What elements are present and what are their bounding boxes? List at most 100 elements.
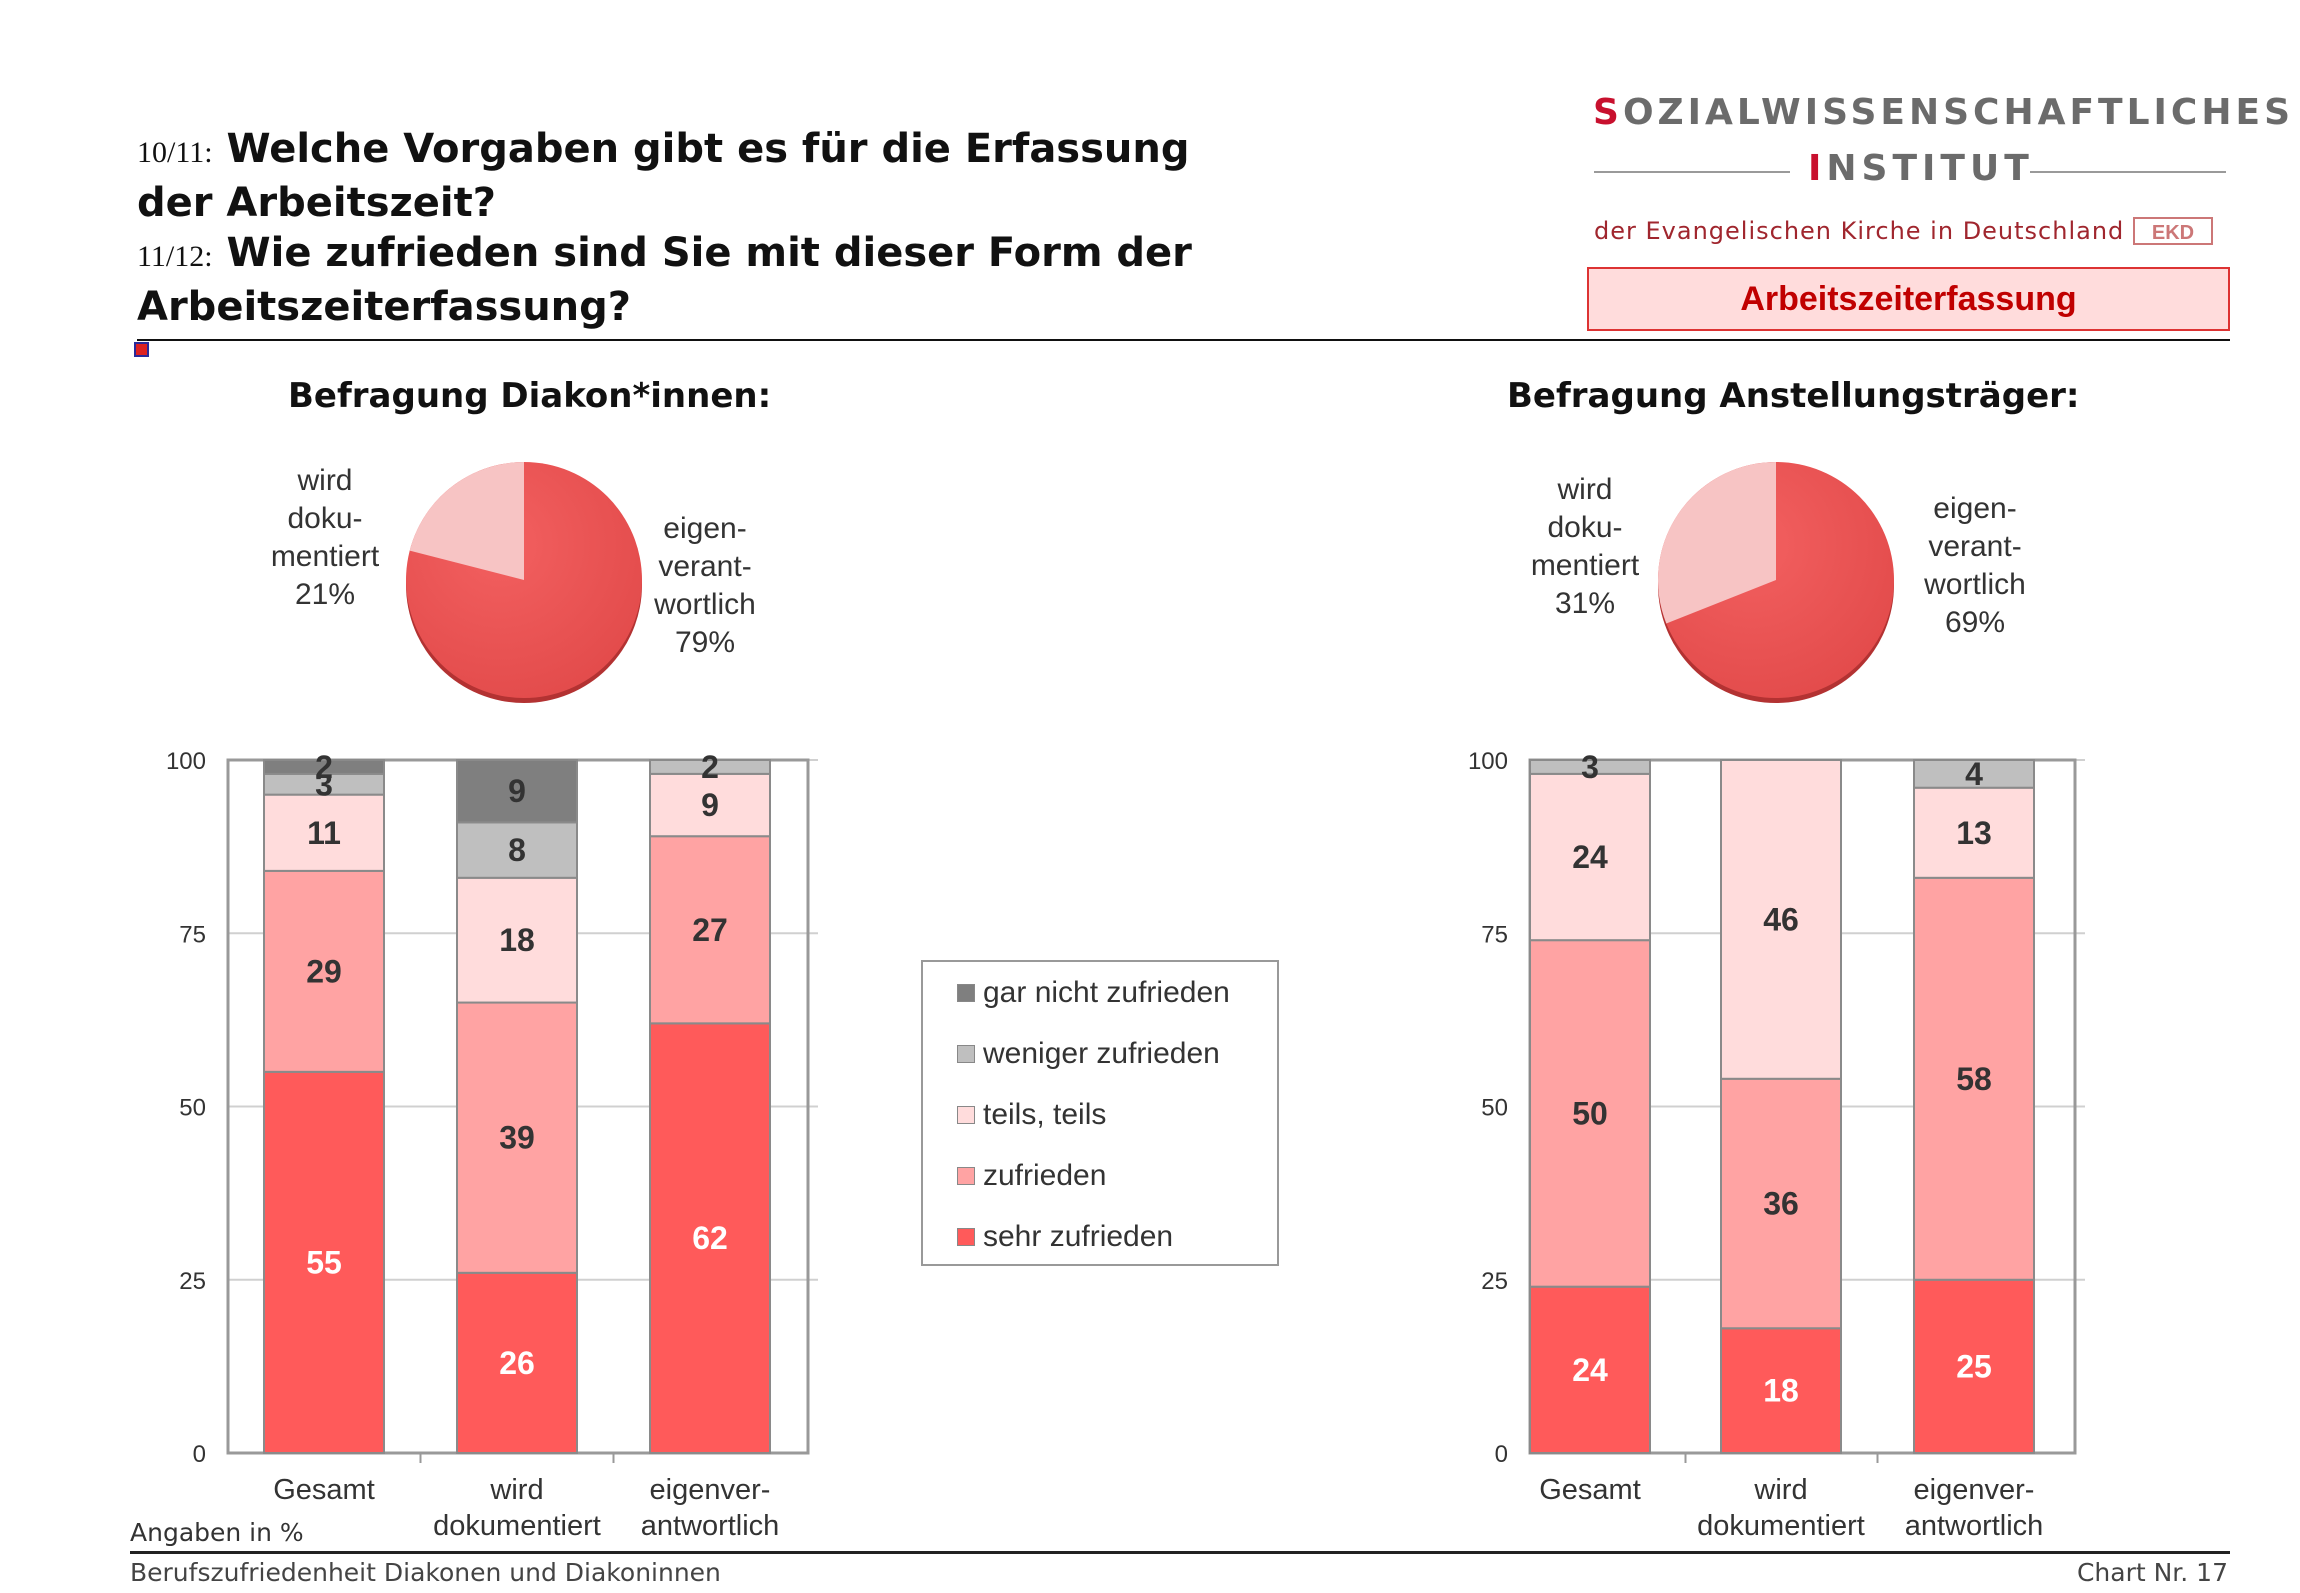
right-x-category-label: wird <box>1753 1474 1807 1506</box>
left-bar-value-label: 2 <box>701 749 719 785</box>
legend-item-zufrieden: zufrieden <box>957 1159 1106 1193</box>
left-bar-value-label: 9 <box>508 773 526 809</box>
footer-chart-number: Chart Nr. 17 <box>2076 1558 2228 1587</box>
legend-swatch <box>957 1228 975 1246</box>
right-bar-value-label: 46 <box>1763 901 1799 937</box>
question-1-line-1: Welche Vorgaben gibt es für die Erfassun… <box>226 126 1190 172</box>
pie-label-line: wortlich <box>654 588 756 621</box>
right-x-category-label: dokumentiert <box>1697 1510 1865 1542</box>
logo-initial-s: S <box>1593 92 1623 133</box>
left-bar-segment-teils <box>649 772 771 838</box>
left-bar-value-label: 3 <box>315 766 333 802</box>
question-2-line-1: Wie zufrieden sind Sie mit dieser Form d… <box>226 230 1192 276</box>
left-bar-value-label: 2 <box>315 749 333 785</box>
left-bar-segment-teils <box>456 876 578 1004</box>
bullet-square-icon <box>134 342 149 357</box>
question-number-2: 11/12: <box>137 240 213 273</box>
right-bar-segment-zufrieden <box>1913 876 2035 1281</box>
left-x-category-label: antwortlich <box>641 1510 780 1542</box>
left-bar-segment-gar_nicht <box>263 759 385 775</box>
left-bar-value-label: 11 <box>307 815 341 851</box>
logo-line-1-text: OZIALWISSENSCHAFTLICHES <box>1622 92 2294 133</box>
left-x-category-label: wird <box>489 1474 543 1506</box>
right-bar-segment-zufrieden <box>1720 1077 1842 1330</box>
left-bar-value-label: 8 <box>508 832 526 868</box>
left-bar-value-label: 9 <box>701 787 719 823</box>
right-y-tick-label: 50 <box>1481 1095 1508 1122</box>
left-y-tick-label: 50 <box>179 1095 206 1122</box>
left-x-category-label: eigenver- <box>650 1474 771 1506</box>
logo-line-2-text: NSTITUT <box>1826 148 2034 189</box>
left-y-tick-label: 75 <box>179 921 206 948</box>
left-bar-segment-weniger <box>649 759 771 775</box>
left-y-tick-label: 0 <box>193 1441 206 1468</box>
left-y-tick-label: 25 <box>179 1268 206 1295</box>
left-bar-segment-zufrieden <box>456 1001 578 1274</box>
right-bar-value-label: 36 <box>1763 1186 1799 1222</box>
chart-legend: gar nicht zufrieden weniger zufrieden te… <box>921 960 1279 1266</box>
right-bar-value-label: 58 <box>1956 1061 1992 1097</box>
logo-line-2: INSTITUT <box>1808 148 2034 189</box>
left-y-tick-label: 100 <box>166 748 206 775</box>
pie-label-line: doku- <box>287 502 363 535</box>
topic-badge: Arbeitszeiterfassung <box>1587 267 2230 331</box>
right-bar-value-label: 24 <box>1572 1352 1608 1388</box>
right-bar-segment-weniger <box>1529 759 1651 775</box>
pie-label-line: wird <box>1557 473 1613 506</box>
legend-swatch <box>957 1045 975 1063</box>
left-bar-value-label: 26 <box>499 1345 535 1381</box>
right-pie-slice-dokumentiert <box>1658 462 1776 624</box>
legend-item-gar-nicht: gar nicht zufrieden <box>957 976 1230 1010</box>
right-bar-value-label: 25 <box>1956 1348 1992 1384</box>
pie-left-label-eigenverantwortlich: eigen- verant- wortlich 79% <box>640 510 770 662</box>
right-y-tick-label: 25 <box>1481 1268 1508 1295</box>
legend-label: zufrieden <box>983 1159 1107 1192</box>
left-bar-value-label: 27 <box>692 912 728 948</box>
left-bar-segment-sehr <box>456 1271 578 1454</box>
pie-label-line: verant- <box>1928 530 2022 563</box>
right-bar-value-label: 4 <box>1965 756 1983 792</box>
left-bar-value-label: 62 <box>692 1220 728 1256</box>
right-y-tick-label: 100 <box>1468 748 1508 775</box>
left-bar-segment-zufrieden <box>263 869 385 1073</box>
pie-right-label-eigenverantwortlich: eigen- verant- wortlich 69% <box>1910 490 2040 642</box>
footer-study-title: Berufszufriedenheit Diakonen und Diakoni… <box>130 1558 721 1587</box>
legend-label: gar nicht zufrieden <box>983 976 1230 1009</box>
right-bar-segment-teils <box>1720 759 1842 1080</box>
right-bar-value-label: 13 <box>1956 815 1992 851</box>
left-bar-segment-zufrieden <box>649 835 771 1025</box>
question-number-1: 10/11: <box>137 136 213 169</box>
left-bar-value-label: 18 <box>499 922 535 958</box>
pie-left-label-dokumentiert: wird doku- mentiert 21% <box>255 462 395 614</box>
left-bar-segment-teils <box>263 793 385 872</box>
logo-line-3: der Evangelischen Kirche in Deutschland <box>1594 217 2125 245</box>
left-pie-slice-dokumentiert <box>409 462 524 580</box>
left-bar-segment-gar_nicht <box>456 759 578 824</box>
right-bar-segment-sehr <box>1913 1278 2035 1454</box>
left-bar-value-label: 29 <box>306 953 342 989</box>
pie-right-label-dokumentiert: wird doku- mentiert 31% <box>1515 471 1655 623</box>
right-bar-value-label: 50 <box>1572 1095 1608 1131</box>
left-x-category-label: Gesamt <box>273 1474 375 1506</box>
ekd-logo-icon: EKD <box>2133 217 2213 245</box>
legend-item-sehr: sehr zufrieden <box>957 1220 1173 1254</box>
right-y-tick-label: 0 <box>1495 1441 1508 1468</box>
logo-initial-i: I <box>1808 148 1827 189</box>
pie-label-value: 31% <box>1554 587 1616 620</box>
legend-item-weniger: weniger zufrieden <box>957 1037 1220 1071</box>
pie-label-line: doku- <box>1547 511 1623 544</box>
right-x-category-label: eigenver- <box>1914 1474 2035 1506</box>
subtitle-diakone: Befragung Diakon*innen: <box>288 376 772 416</box>
left-bar-value-label: 55 <box>306 1244 342 1280</box>
pie-label-value: 79% <box>674 626 736 659</box>
logo-rule-right <box>2030 171 2226 173</box>
pie-label-line: wird <box>297 464 353 497</box>
pie-label-line: eigen- <box>663 512 747 545</box>
left-x-category-label: dokumentiert <box>433 1510 601 1542</box>
pie-label-line: mentiert <box>1530 549 1640 582</box>
right-bar-segment-teils <box>1913 786 2035 879</box>
legend-label: sehr zufrieden <box>983 1220 1174 1253</box>
right-bar-value-label: 24 <box>1572 839 1608 875</box>
pie-label-line: verant- <box>658 550 752 583</box>
